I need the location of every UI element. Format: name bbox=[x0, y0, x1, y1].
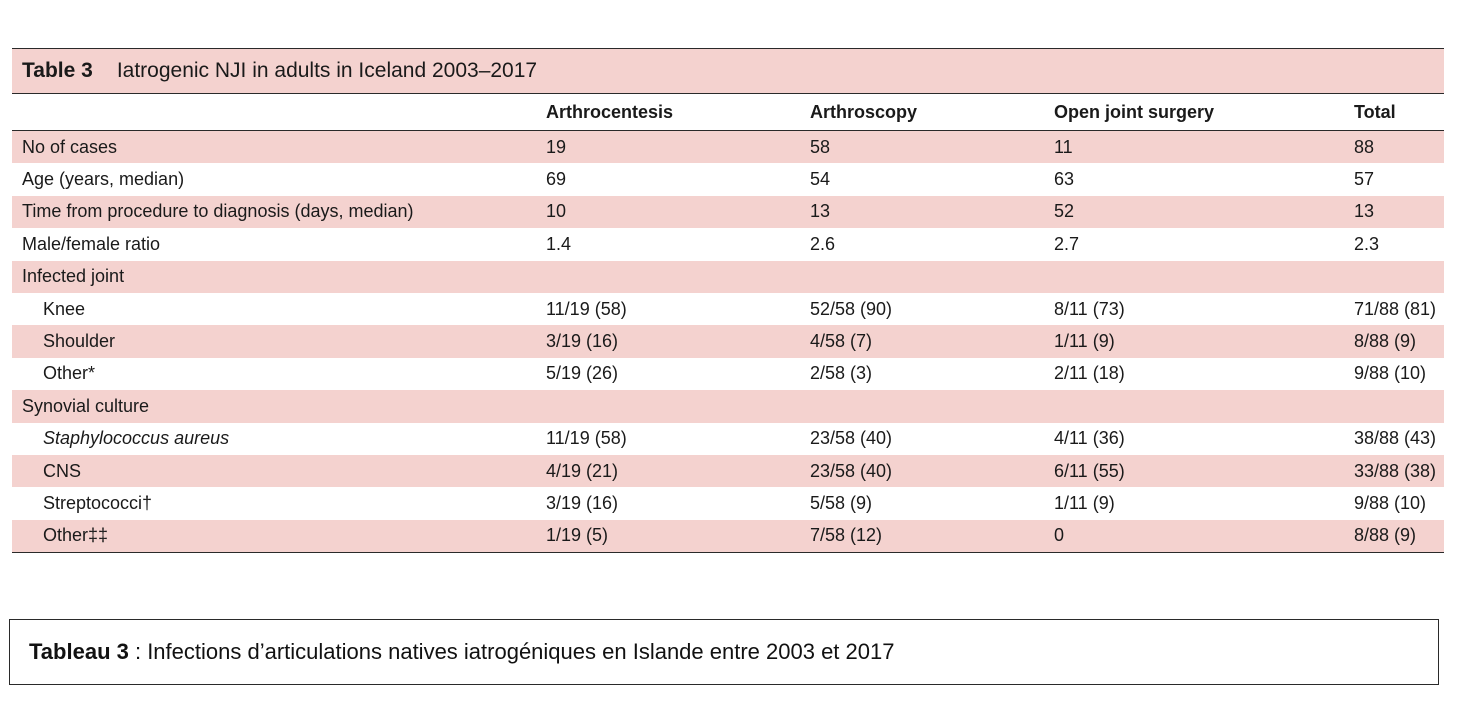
cell: 4/11 (36) bbox=[1054, 428, 1125, 449]
cell: 38/88 (43) bbox=[1354, 428, 1437, 449]
cell bbox=[1354, 260, 1444, 293]
cell: 1/19 (5) bbox=[546, 519, 810, 554]
table-title-bar: Table 3 Iatrogenic NJI in adults in Icel… bbox=[12, 48, 1444, 94]
row-label: Other‡‡ bbox=[12, 519, 546, 554]
header-arthroscopy: Arthroscopy bbox=[810, 94, 1054, 131]
row-label: Age (years, median) bbox=[22, 169, 185, 190]
cell: 19 bbox=[546, 130, 810, 164]
cell: 1/11 (9) bbox=[1054, 325, 1354, 358]
cell bbox=[546, 260, 810, 293]
section-label: Synovial culture bbox=[12, 390, 546, 423]
cell bbox=[810, 260, 1054, 293]
cell: 5/19 (26) bbox=[546, 363, 619, 384]
cell: 52 bbox=[1054, 195, 1354, 229]
row-label: Staphylococcus aureus bbox=[12, 423, 546, 455]
data-table: Arthrocentesis Arthroscopy Open joint su… bbox=[12, 94, 1444, 554]
section-label: Infected joint bbox=[12, 260, 546, 293]
cell: 0 bbox=[1054, 519, 1354, 554]
cell: 2.7 bbox=[1054, 233, 1080, 254]
row-label: No of cases bbox=[12, 130, 546, 164]
cell: 2/58 (3) bbox=[810, 363, 873, 384]
header-open-joint-surgery: Open joint surgery bbox=[1054, 94, 1354, 131]
caption-text: : Infections d’articulations natives iat… bbox=[128, 639, 895, 664]
cell: 6/11 (55) bbox=[1054, 454, 1354, 488]
cell: 3/19 (16) bbox=[546, 325, 810, 358]
cell: 9/88 (10) bbox=[1354, 363, 1427, 384]
cell: 23/58 (40) bbox=[810, 454, 1054, 488]
table-row: No of cases 19 58 11 88 bbox=[12, 130, 1444, 164]
row-label: Shoulder bbox=[12, 325, 546, 358]
row-label: Streptococci† bbox=[43, 492, 153, 513]
table-row: Other* 5/19 (26) 2/58 (3) 2/11 (18) 9/88… bbox=[12, 358, 1444, 390]
table-row: CNS 4/19 (21) 23/58 (40) 6/11 (55) 33/88… bbox=[12, 454, 1444, 488]
row-label: CNS bbox=[12, 454, 546, 488]
header-arthrocentesis: Arthrocentesis bbox=[546, 94, 810, 131]
cell: 10 bbox=[546, 195, 810, 229]
cell: 57 bbox=[1354, 169, 1375, 190]
cell: 69 bbox=[546, 169, 567, 190]
cell: 71/88 (81) bbox=[1354, 298, 1437, 319]
table-row-section: Synovial culture bbox=[12, 390, 1444, 423]
table-row: Other‡‡ 1/19 (5) 7/58 (12) 0 8/88 (9) bbox=[12, 519, 1444, 554]
table-3: Table 3 Iatrogenic NJI in adults in Icel… bbox=[12, 48, 1444, 554]
cell: 1/11 (9) bbox=[1054, 492, 1115, 513]
cell: 4/19 (21) bbox=[546, 454, 810, 488]
cell bbox=[546, 390, 810, 423]
cell: 52/58 (90) bbox=[810, 298, 893, 319]
table-label: Table 3 bbox=[22, 59, 93, 82]
cell: 33/88 (38) bbox=[1354, 454, 1444, 488]
cell: 11 bbox=[1054, 130, 1354, 164]
cell: 63 bbox=[1054, 169, 1075, 190]
header-row: Arthrocentesis Arthroscopy Open joint su… bbox=[12, 94, 1444, 131]
cell: 9/88 (10) bbox=[1354, 492, 1427, 513]
cell: 13 bbox=[810, 195, 1054, 229]
cell: 11/19 (58) bbox=[546, 298, 627, 319]
header-total: Total bbox=[1354, 94, 1444, 131]
cell: 8/88 (9) bbox=[1354, 519, 1444, 554]
cell: 4/58 (7) bbox=[810, 325, 1054, 358]
cell: 8/11 (73) bbox=[1054, 298, 1125, 319]
cell bbox=[1054, 390, 1354, 423]
table-title: Iatrogenic NJI in adults in Iceland 2003… bbox=[116, 59, 538, 82]
cell bbox=[1354, 390, 1444, 423]
row-label: Male/female ratio bbox=[22, 233, 161, 254]
table-row: Age (years, median) 69 54 63 57 bbox=[12, 163, 1444, 195]
row-label: Other* bbox=[43, 363, 96, 384]
cell: 2/11 (18) bbox=[1054, 363, 1125, 384]
cell: 88 bbox=[1354, 130, 1444, 164]
table-row: Time from procedure to diagnosis (days, … bbox=[12, 195, 1444, 229]
table-row: Streptococci† 3/19 (16) 5/58 (9) 1/11 (9… bbox=[12, 487, 1444, 519]
caption-box: Tableau 3 : Infections d’articulations n… bbox=[9, 619, 1439, 685]
cell: 54 bbox=[810, 169, 831, 190]
cell: 11/19 (58) bbox=[546, 428, 627, 449]
table-row: Male/female ratio 1.4 2.6 2.7 2.3 bbox=[12, 228, 1444, 260]
cell: 1.4 bbox=[546, 233, 572, 254]
cell: 5/58 (9) bbox=[810, 492, 873, 513]
table-row: Shoulder 3/19 (16) 4/58 (7) 1/11 (9) 8/8… bbox=[12, 325, 1444, 358]
row-label-italic: Staphylococcus aureus bbox=[43, 428, 230, 449]
row-label: Knee bbox=[43, 298, 86, 319]
table-row-section: Infected joint bbox=[12, 260, 1444, 293]
table-row: Knee 11/19 (58) 52/58 (90) 8/11 (73) 71/… bbox=[12, 293, 1444, 325]
caption-label: Tableau 3 bbox=[29, 639, 129, 664]
cell: 58 bbox=[810, 130, 1054, 164]
cell: 2.3 bbox=[1354, 233, 1380, 254]
cell: 3/19 (16) bbox=[546, 492, 619, 513]
cell: 23/58 (40) bbox=[810, 428, 893, 449]
cell: 13 bbox=[1354, 195, 1444, 229]
row-label: Time from procedure to diagnosis (days, … bbox=[12, 195, 546, 229]
cell: 8/88 (9) bbox=[1354, 325, 1444, 358]
cell bbox=[810, 390, 1054, 423]
cell bbox=[1054, 260, 1354, 293]
table-row: Staphylococcus aureus 11/19 (58) 23/58 (… bbox=[12, 423, 1444, 455]
header-cell-blank bbox=[12, 94, 546, 131]
cell: 2.6 bbox=[810, 233, 836, 254]
cell: 7/58 (12) bbox=[810, 519, 1054, 554]
